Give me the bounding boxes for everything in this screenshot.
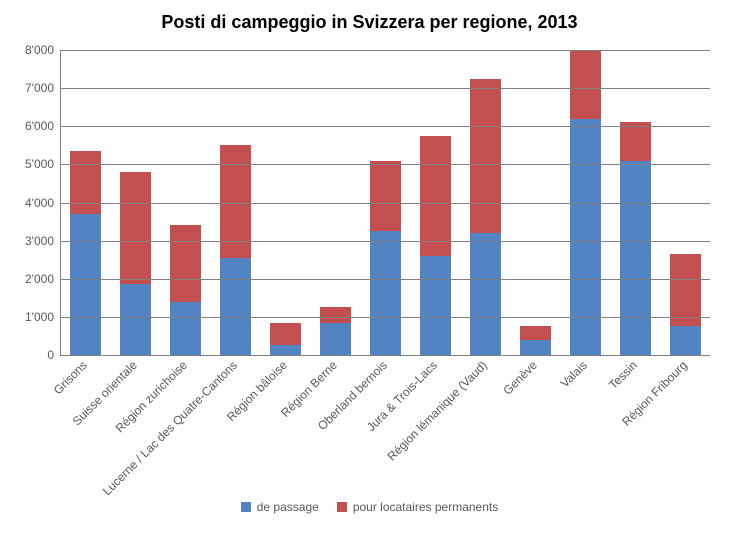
y-tick-label: 5'000 xyxy=(25,157,60,171)
legend-swatch xyxy=(241,502,251,512)
camping-chart: Posti di campeggio in Svizzera per regio… xyxy=(0,0,739,540)
x-tick-label: Genève xyxy=(500,358,540,398)
bar-segment-pour_locataires_permanents xyxy=(670,254,701,326)
y-tick-label: 0 xyxy=(47,348,60,362)
gridline xyxy=(60,164,710,165)
gridline xyxy=(60,279,710,280)
gridline xyxy=(60,355,710,356)
legend-label: pour locataires permanents xyxy=(353,500,498,514)
bar-segment-de_passage xyxy=(120,284,151,355)
bar-segment-de_passage xyxy=(370,231,401,355)
plot-area: GrisonsSuisse orientaleRégion zurichoise… xyxy=(60,50,710,355)
legend-item-pour_locataires_permanents: pour locataires permanents xyxy=(337,500,498,514)
bar-segment-pour_locataires_permanents xyxy=(270,323,301,346)
y-tick-label: 6'000 xyxy=(25,119,60,133)
legend: de passage pour locataires permanents xyxy=(0,500,739,514)
bar-segment-de_passage xyxy=(320,323,351,355)
y-tick-label: 8'000 xyxy=(25,43,60,57)
y-tick-label: 7'000 xyxy=(25,81,60,95)
chart-title: Posti di campeggio in Svizzera per regio… xyxy=(0,12,739,33)
bar-segment-pour_locataires_permanents xyxy=(320,307,351,322)
x-tick-label: Région lémanique (Vaud) xyxy=(384,358,490,464)
gridline xyxy=(60,241,710,242)
gridline xyxy=(60,317,710,318)
legend-label: de passage xyxy=(257,500,319,514)
bar-segment-pour_locataires_permanents xyxy=(70,151,101,214)
y-tick-label: 3'000 xyxy=(25,234,60,248)
bar-segment-de_passage xyxy=(670,326,701,355)
bar-segment-pour_locataires_permanents xyxy=(520,326,551,339)
bar-segment-de_passage xyxy=(170,302,201,355)
bar-segment-pour_locataires_permanents xyxy=(620,122,651,160)
gridline xyxy=(60,126,710,127)
bar-segment-de_passage xyxy=(420,256,451,355)
y-tick-label: 1'000 xyxy=(25,310,60,324)
y-tick-label: 2'000 xyxy=(25,272,60,286)
bar-segment-pour_locataires_permanents xyxy=(570,50,601,119)
bar-segment-de_passage xyxy=(470,233,501,355)
bar-segment-de_passage xyxy=(570,119,601,355)
bar-segment-de_passage xyxy=(220,258,251,355)
bar-segment-de_passage xyxy=(70,214,101,355)
x-tick-label: Tessin xyxy=(606,358,640,392)
x-tick-label: Valais xyxy=(558,358,590,390)
bar-segment-de_passage xyxy=(620,161,651,355)
legend-item-de_passage: de passage xyxy=(241,500,319,514)
bar-segment-pour_locataires_permanents xyxy=(120,172,151,284)
bar-segment-pour_locataires_permanents xyxy=(470,79,501,233)
y-tick-label: 4'000 xyxy=(25,196,60,210)
bar-segment-de_passage xyxy=(270,345,301,355)
bar-segment-pour_locataires_permanents xyxy=(370,161,401,232)
gridline xyxy=(60,88,710,89)
gridline xyxy=(60,50,710,51)
gridline xyxy=(60,203,710,204)
bar-segment-de_passage xyxy=(520,340,551,355)
x-tick-label: Grisons xyxy=(51,358,90,397)
bar-segment-pour_locataires_permanents xyxy=(170,225,201,301)
bar-segment-pour_locataires_permanents xyxy=(420,136,451,256)
legend-swatch xyxy=(337,502,347,512)
